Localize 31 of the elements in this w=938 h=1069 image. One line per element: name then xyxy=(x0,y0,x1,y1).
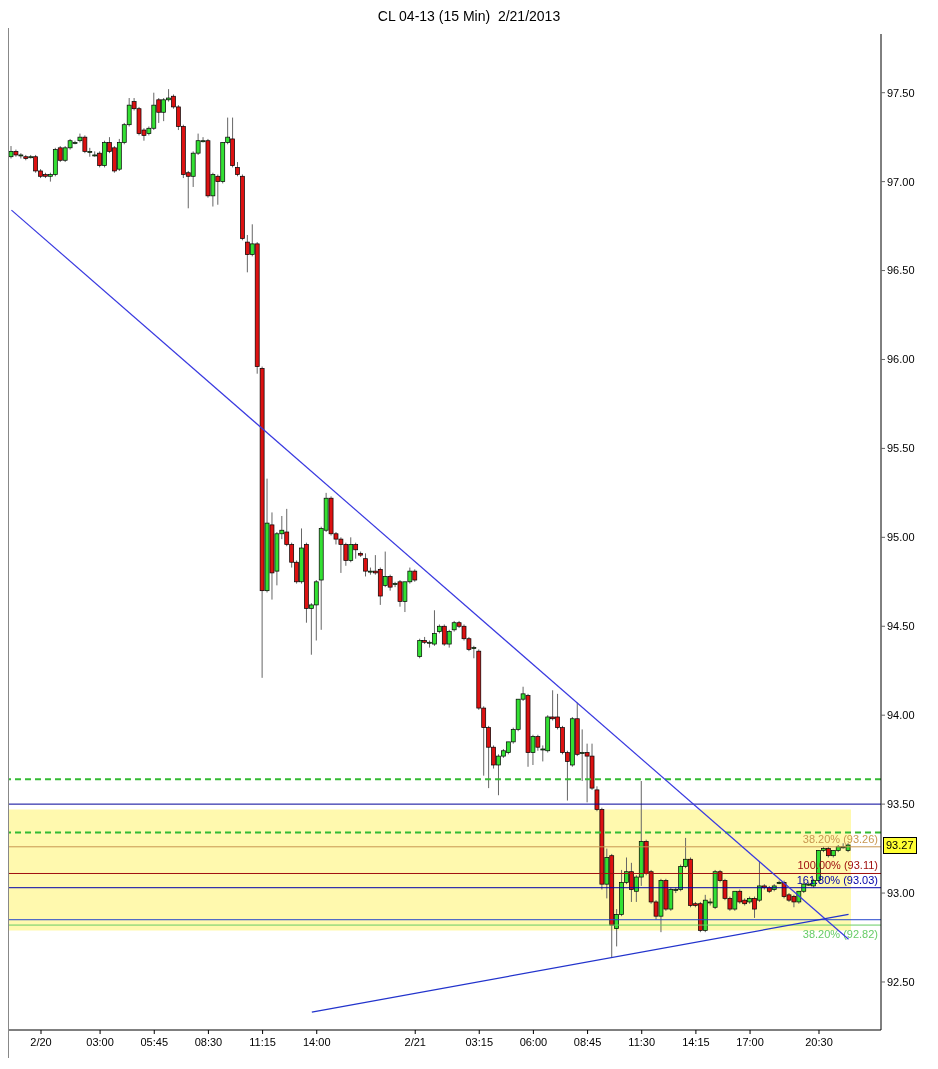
x-tick-label: 05:45 xyxy=(140,1036,169,1048)
ref-line-label: 38.20% (92.82) xyxy=(802,928,878,941)
x-tick-label: 2/20 xyxy=(30,1036,52,1048)
chart-title: CL 04-13 (15 Min) 2/21/2013 xyxy=(376,8,562,26)
y-tick-label: 94.00 xyxy=(887,709,915,722)
x-tick-label: 14:00 xyxy=(302,1036,331,1048)
x-tick-label: 08:30 xyxy=(194,1036,223,1048)
y-tick-label: 95.00 xyxy=(887,531,915,544)
candlestick xyxy=(417,638,423,659)
y-tick-label: 96.50 xyxy=(887,264,915,277)
x-tick-label: 20:30 xyxy=(805,1036,833,1048)
x-tick-label: 03:00 xyxy=(86,1036,114,1048)
y-tick-label: 97.00 xyxy=(887,175,915,188)
x-tick-label: 14:15 xyxy=(682,1036,710,1048)
x-tick-label: 11:30 xyxy=(628,1036,656,1048)
x-tick-label: 03:15 xyxy=(465,1036,494,1048)
ref-line-label: 38.20% (93.26) xyxy=(802,832,878,845)
y-tick-label: 93.50 xyxy=(887,798,915,811)
y-tick-label: 97.50 xyxy=(887,86,915,99)
x-tick-label: 17:00 xyxy=(736,1036,764,1048)
y-tick-label: 94.50 xyxy=(887,620,915,633)
y-tick-label: 93.00 xyxy=(887,886,915,899)
y-tick-label: 92.50 xyxy=(887,975,915,988)
y-tick-label: 96.00 xyxy=(887,353,915,366)
text: 93.27 xyxy=(883,837,917,855)
x-tick-label: 08:45 xyxy=(573,1036,602,1048)
x-tick-label: 11:15 xyxy=(249,1036,276,1048)
candlestick xyxy=(313,579,319,641)
x-tick-label: 06:00 xyxy=(519,1036,548,1048)
y-tick-label: 95.50 xyxy=(887,442,915,455)
x-tick-label: 2/21 xyxy=(404,1036,426,1048)
